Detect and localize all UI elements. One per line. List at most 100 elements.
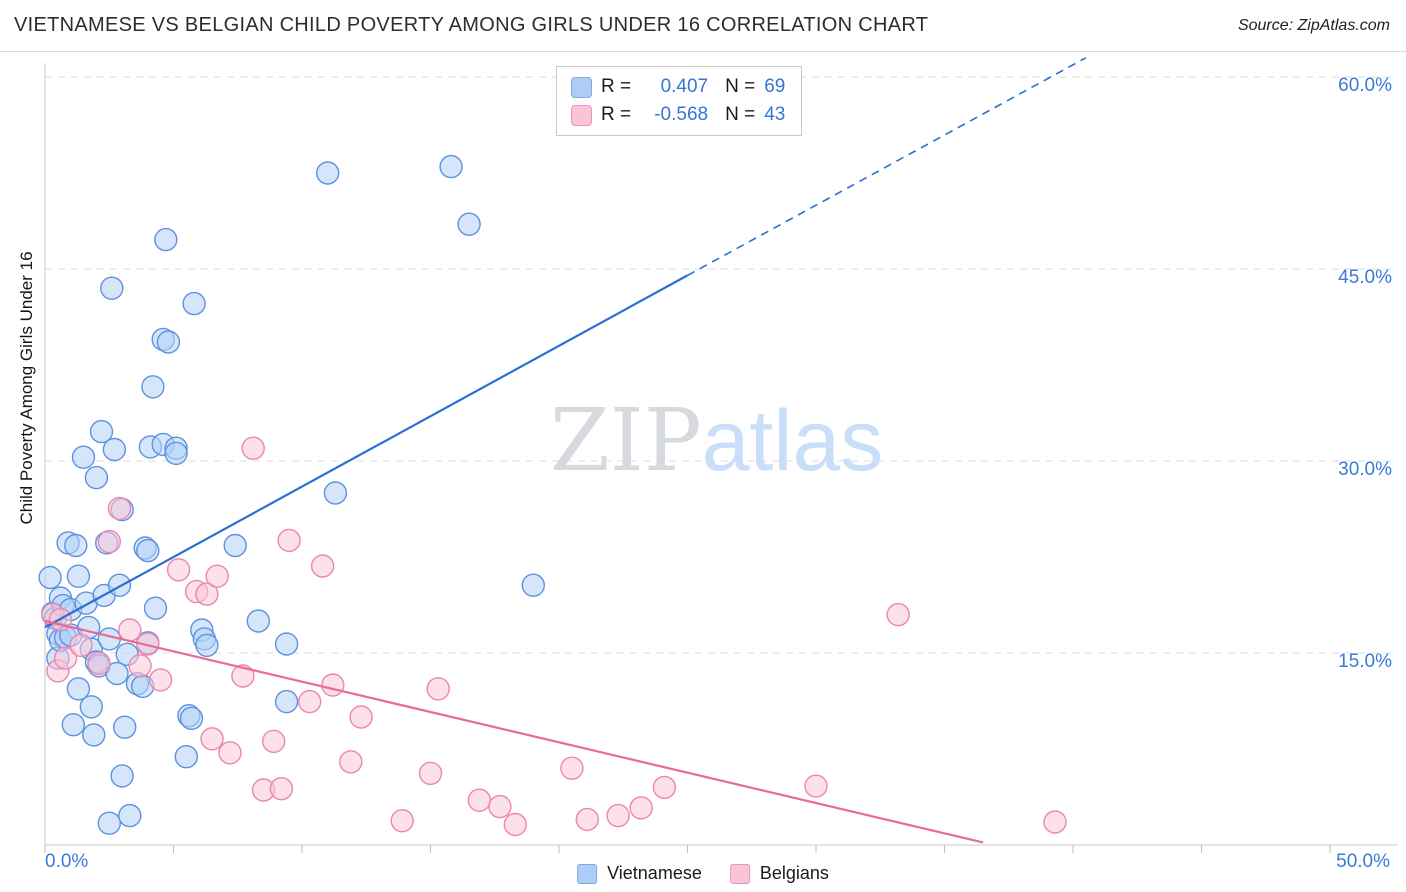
scatter-point-vietnamese — [274, 632, 299, 656]
scatter-point-vietnamese — [66, 564, 91, 588]
scatter-point-belgians — [310, 554, 335, 578]
scatter-point-belgians — [107, 496, 132, 521]
scatter-point-belgians — [339, 750, 363, 774]
scatter-point-belgians — [241, 436, 265, 460]
scatter-point-belgians — [629, 796, 653, 820]
scatter-point-belgians — [560, 756, 584, 780]
r-value-belgians: -0.568 — [654, 104, 709, 125]
scatter-point-vietnamese — [179, 706, 204, 730]
n-value-belgians: 43 — [764, 104, 786, 125]
scatter-point-belgians — [467, 788, 491, 812]
legend-label-belgians: Belgians — [759, 863, 829, 883]
n-value-vietnamese: 69 — [764, 76, 786, 97]
scatter-point-belgians — [231, 664, 255, 688]
scatter-point-belgians — [298, 689, 322, 714]
scatter-point-vietnamese — [182, 291, 206, 316]
correlation-legend-box: R = 0.407 N = 69 R = -0.568 N = 43 — [556, 66, 803, 136]
scatter-point-vietnamese — [223, 533, 247, 558]
n-label: N = — [725, 76, 756, 97]
x-axis-label: 0.0% — [45, 851, 89, 872]
scatter-point-vietnamese — [141, 375, 165, 399]
scatter-point-vietnamese — [38, 565, 62, 590]
y-tick-label: 15.0% — [1338, 651, 1392, 672]
scatter-point-belgians — [1043, 810, 1067, 834]
scatter-point-belgians — [804, 774, 828, 798]
scatter-point-belgians — [118, 618, 142, 642]
legend-item-vietnamese[interactable]: Vietnamese — [577, 863, 702, 884]
scatter-point-belgians — [321, 673, 345, 697]
scatter-point-belgians — [426, 677, 450, 701]
n-label: N = — [725, 104, 756, 125]
scatter-point-vietnamese — [102, 437, 127, 462]
scatter-point-belgians — [97, 529, 122, 554]
scatter-point-belgians — [886, 602, 910, 627]
scatter-point-belgians — [205, 564, 229, 588]
y-tick-label: 60.0% — [1338, 75, 1392, 96]
scatter-point-belgians — [575, 807, 599, 832]
scatter-point-belgians — [606, 803, 630, 828]
scatter-point-vietnamese — [174, 745, 199, 769]
scatter-point-belgians — [418, 761, 443, 785]
scatter-point-belgians — [652, 775, 677, 800]
scatter-point-vietnamese — [246, 609, 270, 633]
scatter-point-vietnamese — [143, 596, 168, 620]
scatter-point-vietnamese — [274, 689, 299, 714]
scatter-point-vietnamese — [112, 715, 137, 739]
scatter-point-vietnamese — [156, 330, 181, 354]
scatter-point-vietnamese — [82, 723, 106, 747]
chart-title: VIETNAMESE VS BELGIAN CHILD POVERTY AMON… — [14, 14, 929, 36]
scatter-point-vietnamese — [110, 764, 134, 788]
scatter-point-vietnamese — [84, 465, 109, 490]
y-axis-label: Child Poverty Among Girls Under 16 — [17, 251, 36, 525]
scatter-point-vietnamese — [79, 695, 104, 719]
scatter-point-belgians — [148, 668, 173, 692]
scatter-point-vietnamese — [164, 441, 188, 465]
scatter-point-belgians — [262, 729, 286, 753]
trend-line-belgians — [44, 619, 984, 844]
scatter-point-belgians — [488, 794, 512, 819]
legend-row-belgians: R = -0.568 N = 43 — [571, 104, 785, 126]
x-axis-label: 50.0% — [1336, 851, 1390, 872]
scatter-point-vietnamese — [118, 803, 142, 828]
scatter-point-belgians — [53, 646, 78, 670]
legend-item-belgians[interactable]: Belgians — [729, 863, 829, 884]
scatter-point-vietnamese — [521, 573, 545, 597]
scatter-point-vietnamese — [66, 677, 91, 701]
scatter-point-vietnamese — [61, 713, 86, 737]
scatter-point-vietnamese — [64, 533, 88, 558]
header: VIETNAMESE VS BELGIAN CHILD POVERTY AMON… — [0, 0, 1406, 52]
scatter-point-belgians — [128, 654, 152, 678]
scatter-point-vietnamese — [105, 661, 129, 686]
belgians-swatch-icon — [571, 104, 592, 126]
scatter-point-vietnamese — [71, 445, 96, 469]
scatter-point-vietnamese — [439, 154, 463, 179]
scatter-point-vietnamese — [100, 276, 124, 300]
scatter-point-vietnamese — [323, 481, 348, 505]
scatter-point-belgians — [166, 558, 191, 582]
scatter-point-belgians — [195, 582, 219, 606]
legend-label-vietnamese: Vietnamese — [607, 863, 702, 883]
trend-line-vietnamese — [44, 274, 689, 629]
scatter-point-belgians — [503, 812, 527, 837]
scatter-point-belgians — [136, 632, 160, 656]
zipatlas-watermark: ZIPatlas — [550, 391, 883, 491]
belgians-swatch-icon — [729, 863, 750, 884]
vietnamese-swatch-icon — [577, 863, 598, 884]
scatter-point-belgians — [69, 633, 93, 657]
source-attribution: Source: ZipAtlas.com — [1237, 16, 1390, 34]
scatter-point-belgians — [218, 741, 242, 765]
scatter-point-vietnamese — [107, 573, 132, 597]
scatter-point-belgians — [87, 651, 111, 675]
scatter-point-belgians — [200, 727, 224, 751]
scatter-point-belgians — [390, 809, 414, 833]
scatter-point-vietnamese — [195, 633, 219, 657]
scatter-point-vietnamese — [97, 811, 122, 835]
series-legend: Vietnamese Belgians — [577, 863, 829, 884]
y-tick-label: 30.0% — [1338, 459, 1392, 480]
scatter-point-vietnamese — [89, 419, 114, 444]
scatter-point-vietnamese — [154, 227, 178, 252]
trend-line-extension-vietnamese — [687, 57, 1087, 277]
scatter-point-vietnamese — [316, 161, 340, 185]
